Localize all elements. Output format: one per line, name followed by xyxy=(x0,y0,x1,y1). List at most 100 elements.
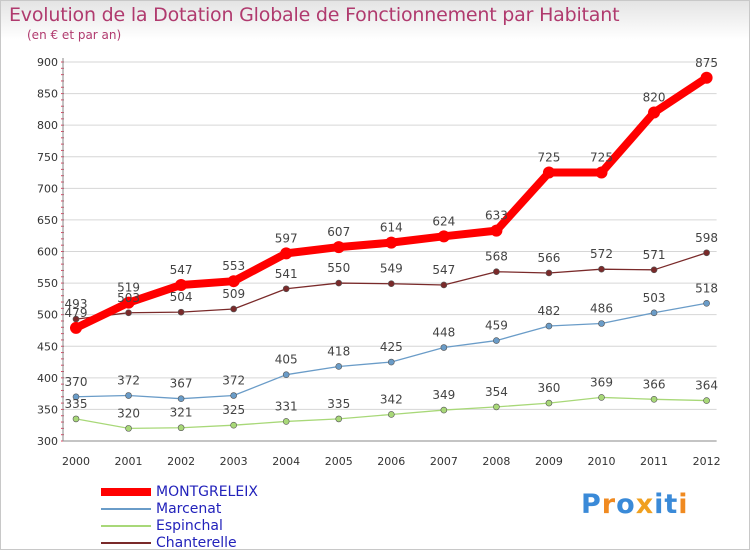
data-label: 354 xyxy=(485,385,508,399)
x-tick-label: 2009 xyxy=(535,455,563,468)
data-label: 725 xyxy=(590,151,613,165)
data-label: 519 xyxy=(117,281,140,295)
data-point xyxy=(230,305,237,313)
logo-letter: o xyxy=(616,489,636,520)
legend-swatch xyxy=(101,525,151,527)
data-label: 448 xyxy=(432,326,455,340)
x-tick-label: 2005 xyxy=(325,455,353,468)
data-point xyxy=(177,308,185,316)
x-tick-label: 2004 xyxy=(272,455,300,468)
legend-label: Espinchal xyxy=(156,518,223,534)
y-tick-label: 500 xyxy=(37,309,58,322)
y-tick-label: 350 xyxy=(37,403,58,416)
data-label: 486 xyxy=(590,302,613,316)
logo-letter: r xyxy=(601,489,617,520)
data-label: 479 xyxy=(65,306,88,320)
data-label: 372 xyxy=(117,374,140,388)
data-label: 335 xyxy=(327,397,350,411)
data-point xyxy=(703,299,710,307)
data-point xyxy=(177,424,185,432)
proxiti-logo: Proxiti xyxy=(581,489,689,520)
data-point xyxy=(490,224,503,237)
legend-label: MONTGRELEIX xyxy=(156,484,258,500)
data-label: 598 xyxy=(695,231,718,245)
data-point xyxy=(175,278,188,291)
data-point xyxy=(387,411,395,418)
logo-letter: x xyxy=(635,489,655,520)
data-point xyxy=(280,247,293,260)
data-label: 547 xyxy=(170,263,193,277)
data-label: 425 xyxy=(380,340,403,354)
data-point xyxy=(227,275,240,288)
data-point xyxy=(648,106,661,119)
data-point xyxy=(70,321,82,334)
data-label: 875 xyxy=(695,56,718,70)
chart-subtitle: (en € et par an) xyxy=(27,28,122,42)
data-label: 335 xyxy=(65,397,88,411)
data-label: 568 xyxy=(485,250,508,264)
data-point xyxy=(437,230,450,243)
data-point xyxy=(440,406,448,414)
data-label: 342 xyxy=(380,392,403,406)
data-point xyxy=(545,322,553,330)
logo-letter: P xyxy=(581,489,602,520)
y-tick-label: 450 xyxy=(37,340,58,353)
data-label: 364 xyxy=(695,379,718,393)
data-label: 571 xyxy=(643,248,666,262)
y-tick-label: 650 xyxy=(37,214,58,227)
data-label: 633 xyxy=(485,209,508,223)
data-point xyxy=(598,394,605,401)
data-label: 553 xyxy=(222,259,245,273)
data-point xyxy=(385,236,398,249)
data-point xyxy=(440,281,448,289)
data-point xyxy=(177,395,185,402)
legend-label: Marcenat xyxy=(156,501,222,517)
chart-title: Evolution de la Dotation Globale de Fonc… xyxy=(9,4,620,26)
data-point xyxy=(335,363,343,370)
y-tick-label: 700 xyxy=(37,182,58,195)
y-tick-label: 300 xyxy=(37,435,58,448)
y-tick-label: 750 xyxy=(37,151,58,164)
data-point xyxy=(282,285,290,293)
data-point xyxy=(493,337,500,344)
data-label: 493 xyxy=(65,297,88,311)
data-label: 367 xyxy=(170,377,193,391)
legend-swatch xyxy=(101,488,151,496)
data-label: 547 xyxy=(432,263,455,277)
legend-label: Chanterelle xyxy=(156,535,237,550)
y-tick-label: 850 xyxy=(37,88,58,101)
logo-letter: t xyxy=(664,489,679,520)
data-label: 820 xyxy=(643,91,666,105)
data-label: 360 xyxy=(537,381,560,395)
data-label: 325 xyxy=(222,403,245,417)
data-label: 370 xyxy=(65,375,88,389)
x-tick-label: 2000 xyxy=(62,455,90,468)
data-point xyxy=(703,249,710,257)
x-tick-label: 2010 xyxy=(588,455,616,468)
data-label: 321 xyxy=(170,406,193,420)
x-tick-label: 2012 xyxy=(693,455,721,468)
data-point xyxy=(542,166,555,179)
data-label: 503 xyxy=(643,291,666,305)
data-point xyxy=(650,266,658,274)
data-point xyxy=(335,279,343,287)
data-label: 320 xyxy=(117,406,140,420)
data-point xyxy=(230,421,237,429)
data-label: 459 xyxy=(485,319,508,333)
data-point xyxy=(493,268,500,276)
x-tick-label: 2002 xyxy=(167,455,195,468)
data-point xyxy=(598,320,605,327)
data-label: 349 xyxy=(432,388,455,402)
data-point xyxy=(440,344,448,351)
data-point xyxy=(545,269,553,277)
x-tick-label: 2007 xyxy=(430,455,458,468)
data-point xyxy=(595,166,608,179)
data-point xyxy=(387,358,395,366)
data-label: 550 xyxy=(327,261,350,275)
data-label: 331 xyxy=(275,399,298,413)
data-label: 614 xyxy=(380,221,403,235)
data-point xyxy=(282,371,290,378)
y-tick-label: 600 xyxy=(37,246,58,259)
